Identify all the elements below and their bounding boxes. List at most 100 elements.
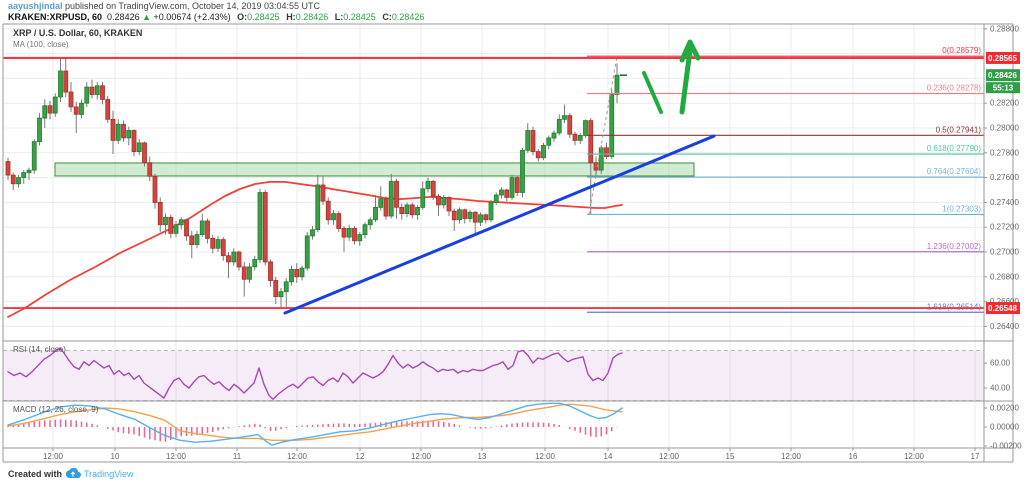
candle xyxy=(399,206,405,214)
candle xyxy=(226,255,231,263)
close-value: 0.28426 xyxy=(391,12,425,22)
time-axis-label: 12:00 xyxy=(659,452,680,461)
price-axis-label: 0.26400 xyxy=(990,322,1019,331)
candle xyxy=(451,210,457,221)
time-axis-label: 16 xyxy=(849,452,858,461)
candle xyxy=(525,130,531,151)
candle xyxy=(79,102,84,115)
created-with-text: Created with xyxy=(8,468,63,479)
countdown-text: 55:13 xyxy=(993,84,1014,93)
candle xyxy=(357,234,363,242)
macd-signal-line xyxy=(7,403,623,441)
time-axis-label: 12:00 xyxy=(904,452,925,461)
publish-text: published on TradingView.com, October 14… xyxy=(62,1,321,11)
price-tag-text: 0.28426 xyxy=(988,71,1017,80)
candle xyxy=(215,239,221,249)
high-value: 0.28426 xyxy=(295,12,329,22)
candle xyxy=(37,117,42,143)
tradingview-cloud-icon xyxy=(65,468,81,479)
candle xyxy=(352,227,357,242)
close-label: C: xyxy=(382,12,392,22)
time-axis-label: 11 xyxy=(233,452,242,461)
price-tag[interactable] xyxy=(986,302,1020,315)
candle xyxy=(157,201,163,226)
ma-legend[interactable]: MA (100, close) xyxy=(13,40,69,49)
price-axis-label: 0.27800 xyxy=(990,148,1019,157)
price-axis-label: 0.26800 xyxy=(990,272,1019,281)
candle xyxy=(383,198,389,217)
candle xyxy=(362,224,368,235)
candle xyxy=(588,120,594,164)
tradingview-brand[interactable]: TradingView xyxy=(84,468,134,479)
candle xyxy=(472,211,478,223)
candle xyxy=(247,266,252,280)
candle xyxy=(493,194,499,203)
rsi-axis-label: 60.00 xyxy=(990,359,1011,368)
candle xyxy=(441,196,447,206)
price-axis-label: 0.27600 xyxy=(990,173,1019,182)
author-link[interactable]: aayushjindal xyxy=(8,1,63,11)
symbol-name[interactable]: KRAKEN:XRPUSD, 60 xyxy=(8,12,103,22)
candle xyxy=(551,132,557,139)
candle xyxy=(572,133,578,141)
created-with: Created with TradingView xyxy=(8,468,134,479)
candle xyxy=(100,85,105,100)
candle xyxy=(331,213,336,221)
candle xyxy=(504,189,510,198)
macd-axis-label: 0.00000 xyxy=(990,423,1019,432)
candle xyxy=(562,115,567,120)
candle xyxy=(299,267,305,278)
price-tag[interactable] xyxy=(986,51,1020,64)
candle xyxy=(336,213,342,229)
candle xyxy=(457,209,462,221)
candle xyxy=(409,204,415,216)
candle xyxy=(404,204,410,214)
time-axis-label: 17 xyxy=(971,452,980,461)
candle xyxy=(220,239,226,257)
candle xyxy=(273,280,279,298)
price-axis-label: 0.28000 xyxy=(990,124,1019,133)
up-triangle-icon: ▲ xyxy=(142,12,152,22)
candle xyxy=(520,149,525,193)
chart-legend-title[interactable]: XRP / U.S. Dollar, 60, KRAKEN xyxy=(13,28,143,38)
candle xyxy=(163,216,168,226)
candle xyxy=(530,130,536,153)
candle xyxy=(346,227,352,238)
rsi-axis-label: 40.00 xyxy=(990,384,1011,393)
price-axis-label: 0.28200 xyxy=(990,99,1019,108)
candle xyxy=(614,74,620,95)
rsi-line xyxy=(7,347,623,400)
time-axis-label: 12:00 xyxy=(166,452,187,461)
candle xyxy=(420,188,426,208)
candle xyxy=(241,266,247,280)
fib-level-label: 1(0.27303) xyxy=(942,204,981,213)
fib-level-label: 0.764(0.27604) xyxy=(927,167,982,176)
time-axis-label: 12 xyxy=(356,452,365,461)
macd-line xyxy=(7,402,623,446)
trendline xyxy=(283,134,716,315)
open-label: O: xyxy=(237,12,248,22)
price-axis-label: 0.27400 xyxy=(990,198,1019,207)
candle xyxy=(304,235,310,269)
candle xyxy=(289,268,294,283)
price-axis-label: 0.27200 xyxy=(990,223,1019,232)
macd-legend[interactable]: MACD (12, 26, close, 9) xyxy=(13,405,99,414)
rsi-legend[interactable]: RSI (14, close) xyxy=(13,345,66,354)
candle xyxy=(514,177,520,193)
candle xyxy=(142,142,147,164)
candle xyxy=(446,196,452,212)
candle xyxy=(10,174,16,185)
candle xyxy=(136,142,142,152)
candle xyxy=(147,162,153,177)
symbol-info-bar: KRAKEN:XRPUSD, 60 0.28426 ▲ +0.00674 (+2… xyxy=(8,12,424,22)
candle xyxy=(52,96,58,114)
candle xyxy=(310,229,315,237)
candle xyxy=(546,137,552,146)
candle xyxy=(268,261,273,281)
candle xyxy=(126,130,132,139)
candle xyxy=(262,192,268,263)
macd-axis-label: 0.00200 xyxy=(990,404,1019,413)
price-tag[interactable] xyxy=(986,69,1020,82)
candle xyxy=(194,234,200,245)
